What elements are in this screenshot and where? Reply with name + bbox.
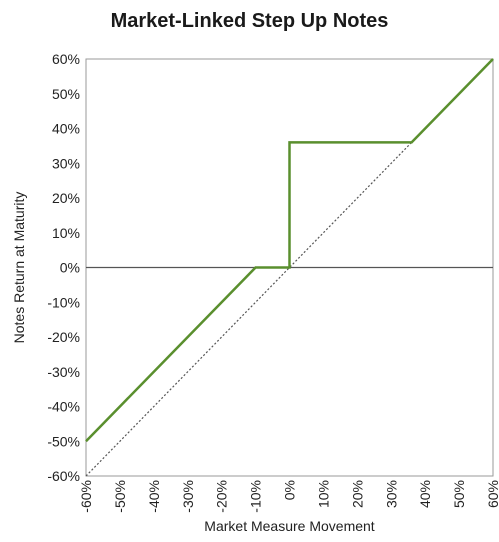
- x-tick-label: 20%: [349, 480, 365, 508]
- x-tick-labels: -60% -50% -40% -30% -20% -10% 0% 10% 20% 30% 40% 50…: [78, 480, 499, 513]
- y-tick-labels: 60% 50% 40% 30% 20% 10% 0% -10% -20% -30% -40% -50%…: [47, 51, 80, 484]
- x-tick-label: 50%: [451, 480, 467, 508]
- series-layer: [85, 58, 494, 477]
- x-tick-label: -30%: [180, 480, 196, 513]
- x-tick-label: -40%: [146, 480, 162, 513]
- y-axis-label: Notes Return at Maturity: [11, 192, 27, 344]
- x-tick-label: 40%: [417, 480, 433, 508]
- y-tick-label: 0%: [60, 260, 80, 276]
- x-tick-label: -50%: [112, 480, 128, 513]
- x-tick-label: 0%: [282, 480, 298, 500]
- x-tick-label: 10%: [315, 480, 331, 508]
- y-tick-label: -10%: [47, 294, 80, 310]
- x-tick-label: -10%: [248, 480, 264, 513]
- y-tick-label: -30%: [47, 364, 80, 380]
- y-tick-label: 10%: [52, 225, 80, 241]
- y-tick-label: 40%: [52, 121, 80, 137]
- y-tick-label: -50%: [47, 433, 80, 449]
- x-tick-label: -20%: [214, 480, 230, 513]
- notes-return-line: [85, 58, 494, 443]
- x-tick-label: -60%: [78, 480, 94, 513]
- y-tick-label: 30%: [52, 155, 80, 171]
- chart-title: Market-Linked Step Up Notes: [110, 10, 389, 32]
- x-tick-label: 30%: [383, 480, 399, 508]
- y-tick-label: -20%: [47, 329, 80, 345]
- y-tick-label: 20%: [52, 190, 80, 206]
- x-tick-label: 60%: [485, 480, 499, 508]
- y-tick-label: -60%: [47, 468, 80, 484]
- y-tick-label: -40%: [47, 399, 80, 415]
- x-axis-label: Market Measure Movement: [204, 518, 375, 534]
- y-tick-label: 50%: [52, 86, 80, 102]
- y-tick-label: 60%: [52, 51, 80, 67]
